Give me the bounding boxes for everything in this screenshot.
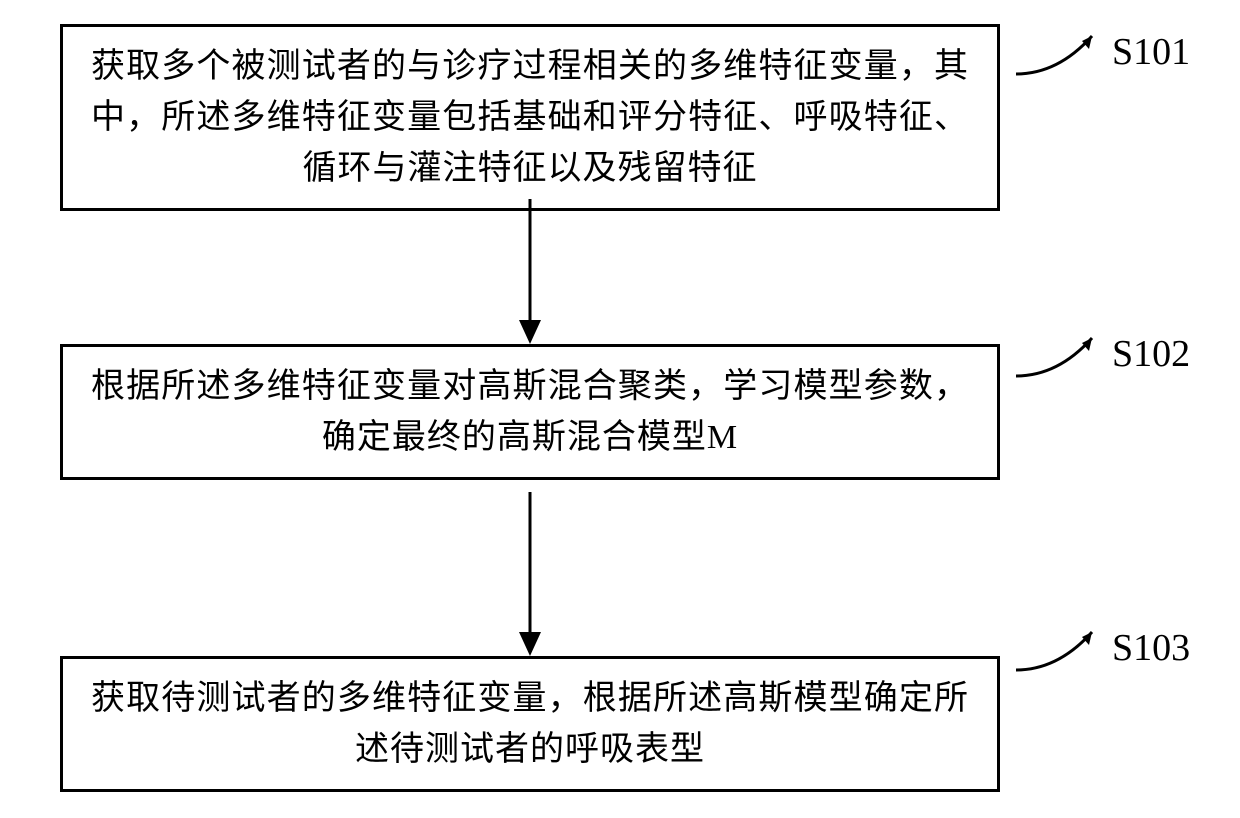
step-text: 根据所述多维特征变量对高斯混合聚类，学习模型参数，确定最终的高斯混合模型M	[91, 361, 969, 463]
callout-arrow-icon	[1008, 324, 1108, 384]
callout-arrow-icon	[1008, 22, 1108, 82]
step-label-group-s101: S101	[1008, 22, 1190, 82]
callout-arrow-icon	[1008, 618, 1108, 678]
connector-s101-s102	[60, 199, 1000, 344]
step-label-group-s103: S103	[1008, 618, 1190, 678]
arrow-down-icon	[510, 199, 550, 344]
step-text: 获取待测试者的多维特征变量，根据所述高斯模型确定所述待测试者的呼吸表型	[91, 673, 969, 775]
step-box-s103: 获取待测试者的多维特征变量，根据所述高斯模型确定所述待测试者的呼吸表型	[60, 656, 1000, 792]
step-box-s101: 获取多个被测试者的与诊疗过程相关的多维特征变量，其中，所述多维特征变量包括基础和…	[60, 24, 1000, 211]
step-text: 获取多个被测试者的与诊疗过程相关的多维特征变量，其中，所述多维特征变量包括基础和…	[91, 41, 969, 194]
arrow-down-icon	[510, 492, 550, 656]
step-label: S103	[1112, 626, 1190, 670]
step-label: S101	[1112, 30, 1190, 74]
connector-s102-s103	[60, 492, 1000, 656]
step-box-s102: 根据所述多维特征变量对高斯混合聚类，学习模型参数，确定最终的高斯混合模型M	[60, 344, 1000, 480]
step-label: S102	[1112, 332, 1190, 376]
step-label-group-s102: S102	[1008, 324, 1190, 384]
